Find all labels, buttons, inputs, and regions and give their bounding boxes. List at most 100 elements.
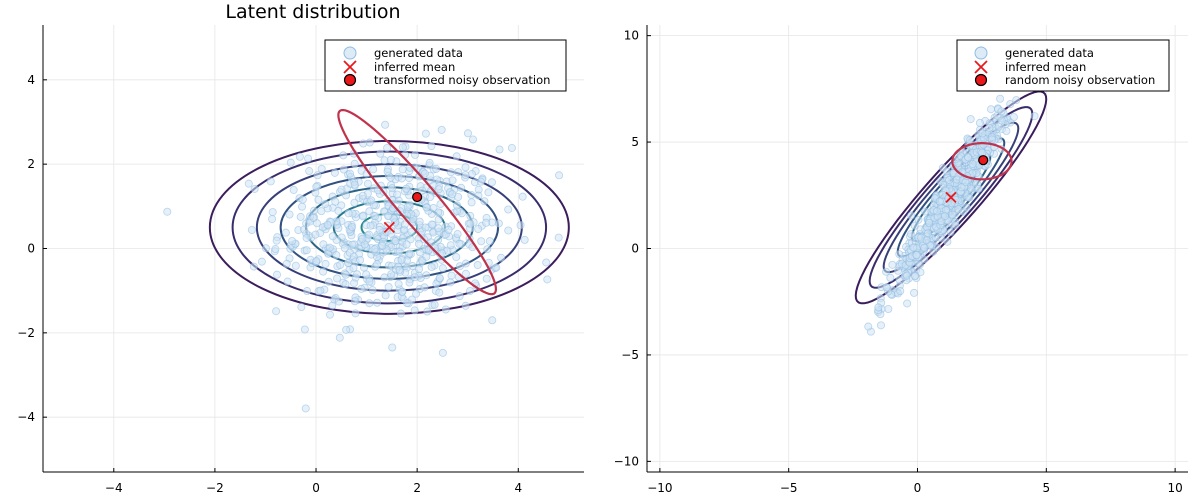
- data-point: [250, 184, 259, 193]
- data-point: [342, 325, 351, 334]
- data-point: [360, 263, 369, 272]
- data-point: [333, 274, 342, 283]
- data-point: [363, 179, 372, 188]
- legend-generated-data-icon: [343, 46, 357, 60]
- data-point: [367, 196, 376, 205]
- data-point: [945, 175, 954, 184]
- noisy-observation-marker: [412, 191, 423, 203]
- data-point: [309, 213, 318, 222]
- data-point: [324, 277, 333, 286]
- data-point: [415, 217, 424, 226]
- data-point: [903, 299, 912, 308]
- data-point: [288, 236, 297, 245]
- data-point: [341, 270, 350, 279]
- data-point: [358, 212, 367, 221]
- x-tick-label: 0: [914, 481, 922, 495]
- data-point: [943, 237, 952, 246]
- data-point: [420, 169, 429, 178]
- data-point: [432, 164, 441, 173]
- data-point: [467, 170, 476, 179]
- data-point: [395, 247, 404, 256]
- inferred-mean-marker: [945, 191, 957, 204]
- data-point: [427, 263, 436, 272]
- generated-data-points: [163, 120, 564, 413]
- data-point: [302, 246, 311, 255]
- data-point: [286, 158, 295, 167]
- data-point: [466, 286, 475, 295]
- data-point: [415, 248, 424, 257]
- data-point: [951, 221, 960, 230]
- data-point: [312, 257, 321, 266]
- data-point: [1002, 127, 1011, 136]
- data-point: [414, 239, 423, 248]
- data-point: [473, 261, 482, 270]
- data-point: [487, 178, 496, 187]
- data-point: [268, 215, 277, 224]
- data-point: [282, 259, 291, 268]
- data-point: [455, 239, 464, 248]
- data-point: [894, 266, 903, 275]
- x-tick-label: −4: [105, 481, 123, 495]
- data-point: [325, 243, 334, 252]
- data-point: [494, 219, 503, 228]
- contour-line: [231, 150, 548, 305]
- data-point: [480, 197, 489, 206]
- data-point: [975, 118, 984, 127]
- data-point: [452, 253, 461, 262]
- data-point: [427, 220, 436, 229]
- data-point: [316, 286, 325, 295]
- data-point: [341, 280, 350, 289]
- legend-label-observation: random noisy observation: [1005, 73, 1155, 87]
- data-point: [351, 309, 360, 318]
- data-point: [415, 265, 424, 274]
- y-tick-label: −2: [17, 326, 35, 340]
- data-point: [257, 257, 266, 266]
- data-point: [466, 211, 475, 220]
- data-point: [467, 190, 476, 199]
- data-point: [504, 205, 513, 214]
- data-point: [398, 165, 407, 174]
- data-point: [1012, 96, 1021, 105]
- data-point: [383, 144, 392, 153]
- data-point: [432, 175, 441, 184]
- data-point: [957, 183, 966, 192]
- data-point: [896, 286, 905, 295]
- data-point: [268, 208, 277, 217]
- latent-distribution-plot: Latent distribution −4 −2 0 2 4 −4 −2 0 2 4 gener…: [17, 1, 584, 495]
- data-point: [446, 241, 455, 250]
- data-point: [948, 210, 957, 219]
- data-point: [932, 207, 941, 216]
- data-point: [452, 152, 461, 161]
- legend: generated data inferred mean random nois…: [956, 39, 1170, 92]
- data-point: [910, 272, 919, 281]
- data-point: [350, 297, 359, 306]
- data-point: [966, 115, 975, 124]
- data-point: [467, 198, 476, 207]
- y-tick-label: 0: [631, 242, 639, 256]
- y-tick-label: 4: [27, 73, 35, 87]
- data-point: [454, 168, 463, 177]
- legend-label-observation: transformed noisy observation: [374, 73, 550, 87]
- x-tick-label: 5: [1042, 481, 1050, 495]
- y-tick-label: −5: [621, 348, 639, 362]
- data-point: [368, 286, 377, 295]
- data-point: [298, 202, 307, 211]
- data-point: [946, 228, 955, 237]
- data-point: [348, 223, 357, 232]
- data-point: [328, 232, 337, 241]
- data-point: [910, 221, 919, 230]
- data-point: [444, 225, 453, 234]
- data-point: [400, 220, 409, 229]
- data-point: [920, 243, 929, 252]
- data-point: [438, 348, 447, 357]
- data-point: [925, 218, 934, 227]
- data-point: [387, 270, 396, 279]
- data-point: [283, 277, 292, 286]
- legend-label-generated-data: generated data: [374, 46, 463, 60]
- data-point: [907, 211, 916, 220]
- data-point: [938, 190, 947, 199]
- data-point: [384, 212, 393, 221]
- data-point: [402, 240, 411, 249]
- data-point: [453, 230, 462, 239]
- data-point: [336, 261, 345, 270]
